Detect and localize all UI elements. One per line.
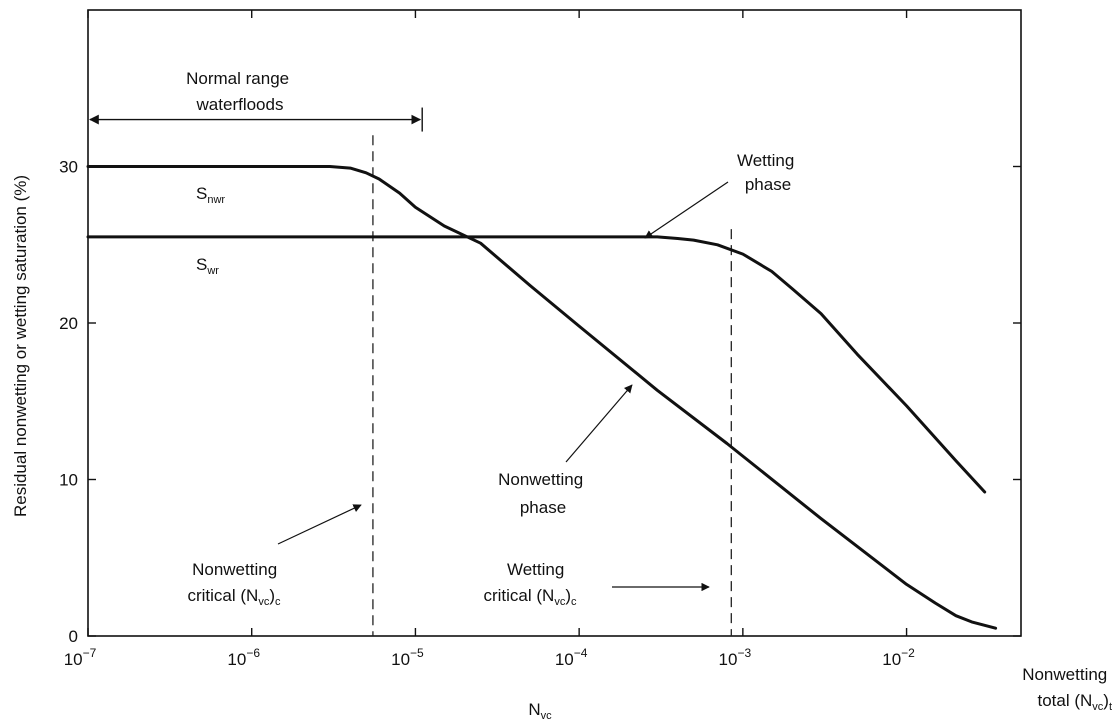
critical-lines [372,135,732,636]
swr-label: Swr [196,255,219,277]
x-tick-label: 10−7 [64,646,97,669]
y-axis-label: Residual nonwetting or wetting saturatio… [11,175,30,517]
nonwetting-critical-pointer [277,504,362,545]
wetting-critical-label: Wetting critical (Nvc)c [483,560,577,608]
y-tick-label: 30 [59,158,78,177]
series-curves [86,165,998,630]
y-tick-label: 20 [59,314,78,333]
x-axis-label: Nvc [528,700,552,722]
x-tick-label: 10−6 [227,646,260,669]
nonwetting-phase-label: Nonwetting phase [498,470,588,517]
nonwetting-critical-label: Nonwetting critical (Nvc)c [187,560,281,608]
axis-ticks: 10−7 10−6 10−5 10−4 10−3 10−2 0 10 20 30 [59,10,1021,669]
snwr-label: Snwr [196,184,225,206]
wetting-phase-label: Wetting phase [737,151,799,194]
nonwetting-phase-pointer [565,384,633,463]
y-tick-label: 0 [69,627,78,646]
normal-range-label: Normal range waterfloods [186,69,294,114]
x-tick-label: 10−2 [882,646,915,669]
x-tick-label: 10−4 [555,646,588,669]
series-line-nonwetting-phase [86,165,998,630]
x-tick-label: 10−3 [719,646,752,669]
nonwetting-total-label: Nonwetting total (Nvc)t [1022,665,1112,713]
y-tick-label: 10 [59,471,78,490]
wetting-phase-pointer [644,181,729,239]
series-line-wetting-phase [86,235,987,494]
x-tick-label: 10−5 [391,646,424,669]
